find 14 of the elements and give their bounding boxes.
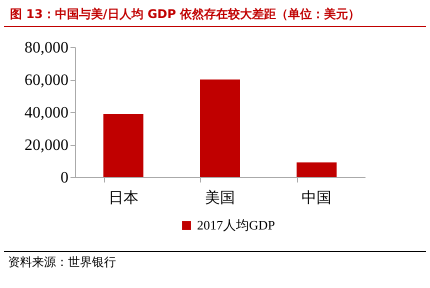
x-tick-label: 美国 (205, 190, 235, 206)
y-tick-label: 80,000 (24, 40, 68, 56)
y-tick-label: 60,000 (24, 72, 68, 89)
x-tick-label: 中国 (302, 190, 332, 206)
bar (296, 162, 337, 177)
bar (200, 80, 240, 177)
chart-title: 图 13：中国与美/日人均 GDP 依然存在较大差距（单位：美元） (4, 0, 426, 27)
bar (103, 114, 144, 177)
y-tick-label: 40,000 (24, 104, 68, 122)
text: 资料来源：世界银行 (4, 251, 426, 273)
x-tick-label: 日本 (108, 190, 138, 206)
y-tick-label: 0 (60, 170, 68, 186)
legend-label: 2017人均GDP (197, 218, 276, 232)
y-tick-label: 20,000 (24, 137, 68, 154)
